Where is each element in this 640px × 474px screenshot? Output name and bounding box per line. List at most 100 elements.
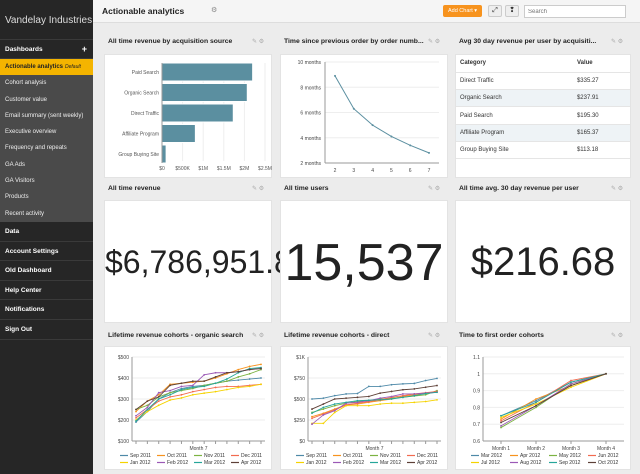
- data-point: [345, 397, 347, 400]
- sidebar-item-account-settings[interactable]: Account Settings: [0, 242, 93, 262]
- table-cell: $335.27: [572, 72, 630, 91]
- gear-icon[interactable]: ⚙: [434, 333, 441, 339]
- sidebar-item-dashboard[interactable]: Actionable analytics Default: [0, 59, 93, 76]
- help-button[interactable]: ❢: [505, 5, 519, 17]
- sidebar-dashboards-header[interactable]: Dashboards +: [0, 40, 93, 59]
- data-point: [402, 396, 404, 399]
- edit-icon[interactable]: ✎: [252, 186, 258, 192]
- gear-icon[interactable]: ⚙: [617, 39, 624, 45]
- data-point: [424, 386, 427, 389]
- data-point: [146, 410, 149, 413]
- sidebar-item-dashboard[interactable]: Customer value: [0, 92, 93, 108]
- tick-label: $1.5M: [217, 166, 231, 172]
- gear-icon[interactable]: ⚙: [434, 39, 441, 45]
- edit-icon[interactable]: ✎: [252, 39, 258, 45]
- gear-icon[interactable]: ⚙: [258, 333, 265, 339]
- data-point: [367, 399, 370, 402]
- data-point: [214, 371, 217, 374]
- data-point: [237, 368, 240, 371]
- data-point: [436, 377, 438, 380]
- edit-icon[interactable]: ✎: [252, 333, 258, 339]
- data-point: [226, 371, 228, 374]
- legend-label: Oct 2012: [598, 460, 619, 466]
- data-point: [203, 373, 206, 376]
- sidebar-item-dashboard[interactable]: Executive overview: [0, 124, 93, 140]
- legend-label: Mar 2012: [481, 453, 502, 459]
- data-point: [214, 390, 217, 393]
- y-tick-label: 1.1: [473, 355, 480, 361]
- sidebar-item-dashboard[interactable]: Email summary (sent weekly): [0, 108, 93, 124]
- big-number: 15,537: [284, 233, 444, 292]
- edit-icon[interactable]: ✎: [428, 39, 434, 45]
- edit-icon[interactable]: ✎: [611, 39, 617, 45]
- gear-icon[interactable]: ⚙: [258, 39, 265, 45]
- y-tick-label: 2 months: [300, 161, 321, 167]
- edit-icon[interactable]: ✎: [611, 333, 617, 339]
- search-input[interactable]: [524, 5, 626, 18]
- sidebar-item-dashboard[interactable]: GA Ads: [0, 157, 93, 173]
- table-row: Affiliate Program $165.37: [456, 124, 630, 142]
- sidebar-item-dashboard[interactable]: Cohort analysis: [0, 75, 93, 91]
- table-cell: Direct Traffic: [456, 72, 573, 91]
- data-point: [436, 384, 438, 387]
- card-title: Lifetime revenue cohorts - organic searc…: [108, 332, 244, 339]
- sidebar-item-notifications[interactable]: Notifications: [0, 300, 93, 320]
- sidebar-item-dashboard[interactable]: Frequency and repeats: [0, 140, 93, 156]
- column-header[interactable]: Value: [572, 55, 630, 73]
- data-point: [500, 424, 502, 427]
- sidebar-item-dashboard[interactable]: Recent activity: [0, 206, 93, 222]
- column-header[interactable]: Category: [456, 55, 573, 73]
- data-point: [428, 151, 430, 154]
- gear-icon[interactable]: ⚙: [617, 333, 624, 339]
- x-tick-label: 7: [428, 168, 431, 174]
- data-point: [146, 408, 149, 411]
- sidebar-item-data[interactable]: Data: [0, 222, 93, 242]
- add-chart-button[interactable]: Add Chart ▾: [443, 5, 482, 17]
- data-point: [260, 383, 262, 386]
- data-point: [500, 426, 502, 429]
- y-tick-label: $200: [118, 418, 129, 424]
- x-tick-label: 4: [371, 168, 374, 174]
- data-point: [203, 380, 206, 383]
- data-point: [500, 416, 502, 419]
- sidebar-item-sign-out[interactable]: Sign Out: [0, 320, 93, 340]
- edit-icon[interactable]: ✎: [611, 186, 617, 192]
- legend-label: May 2012: [559, 453, 581, 459]
- y-tick-label: 6 months: [300, 111, 321, 117]
- sidebar-item-old-dashboard[interactable]: Old Dashboard: [0, 261, 93, 281]
- data-point: [191, 380, 194, 383]
- sidebar-item-dashboard[interactable]: Products: [0, 189, 93, 205]
- data-point: [570, 386, 572, 389]
- data-point: [352, 107, 355, 110]
- data-point: [333, 403, 336, 405]
- edit-icon[interactable]: ✎: [428, 333, 434, 339]
- fullscreen-button[interactable]: ⤢: [488, 5, 502, 17]
- sidebar-item-help-center[interactable]: Help Center: [0, 281, 93, 301]
- data-point: [157, 393, 160, 396]
- legend-label: Nov 2011: [380, 453, 401, 459]
- gear-icon[interactable]: ⚙: [258, 186, 265, 192]
- sidebar-item-label: Executive overview: [5, 129, 57, 136]
- sidebar-item-dashboard[interactable]: GA Visitors: [0, 173, 93, 189]
- sidebar-item-label: Frequency and repeats: [5, 145, 67, 152]
- x-tick-label: Month 2: [527, 446, 545, 452]
- gear-icon[interactable]: ⚙: [617, 186, 624, 192]
- gear-icon[interactable]: ⚙: [434, 186, 441, 192]
- data-point: [605, 372, 607, 375]
- plus-icon[interactable]: +: [81, 44, 87, 54]
- data-point: [146, 400, 149, 402]
- data-point: [390, 395, 393, 398]
- data-point: [402, 393, 404, 395]
- data-point: [413, 401, 416, 404]
- bar: [161, 144, 167, 164]
- card-c8: $0 $250 $500 $750 $1K Month 7 Sep 2011 Oct 2011…: [280, 346, 448, 470]
- gear-icon[interactable]: ⚙: [211, 7, 218, 14]
- data-point: [322, 422, 325, 425]
- x-tick-label: Month 4: [597, 446, 615, 452]
- legend-label: Dec 2011: [241, 453, 262, 459]
- series-line: [135, 367, 262, 422]
- legend-label: Sep 2012: [559, 460, 581, 466]
- data-point: [390, 383, 393, 386]
- edit-icon[interactable]: ✎: [428, 186, 434, 192]
- y-tick-label: $400: [118, 376, 129, 382]
